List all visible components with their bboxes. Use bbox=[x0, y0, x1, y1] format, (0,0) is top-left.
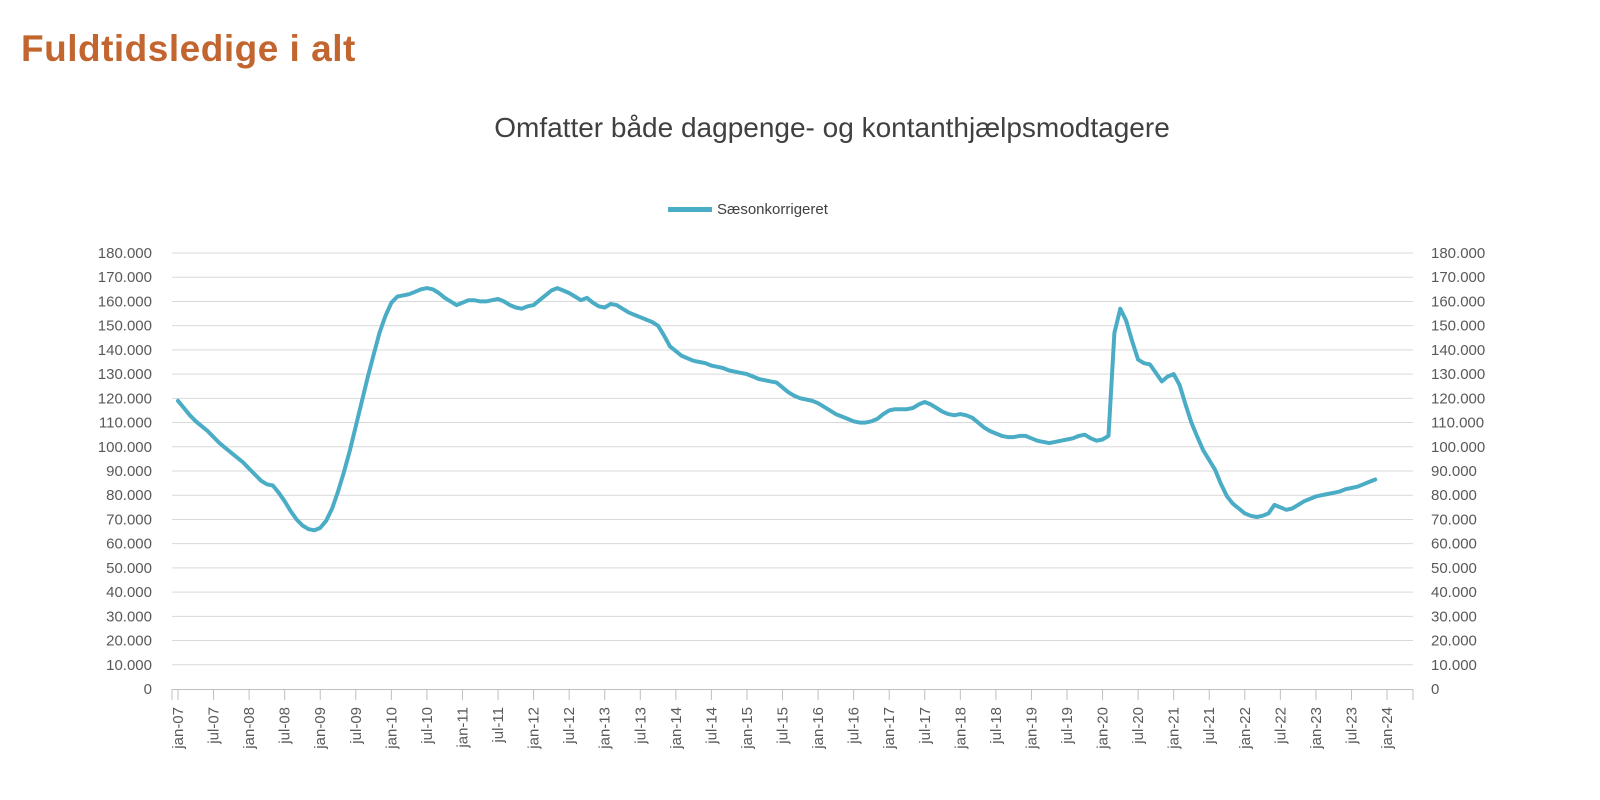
x-axis-label: jan-16 bbox=[810, 707, 827, 750]
x-axis-label: jul-14 bbox=[703, 707, 720, 745]
x-axis-label: jul-18 bbox=[988, 707, 1005, 745]
y-axis-label-left: 150.000 bbox=[98, 318, 152, 335]
y-axis-label-right: 40.000 bbox=[1431, 584, 1477, 601]
y-axis-label-left: 0 bbox=[144, 681, 152, 698]
y-axis-label-left: 120.000 bbox=[98, 390, 152, 407]
y-axis-label-left: 40.000 bbox=[106, 584, 152, 601]
x-axis-label: jan-18 bbox=[952, 707, 969, 750]
y-axis-label-left: 70.000 bbox=[106, 511, 152, 528]
x-axis-label: jul-08 bbox=[277, 707, 294, 745]
y-axis-label-left: 20.000 bbox=[106, 633, 152, 650]
x-axis-label: jul-20 bbox=[1130, 707, 1147, 745]
x-axis-label: jan-11 bbox=[454, 707, 471, 749]
y-axis-label-left: 130.000 bbox=[98, 366, 152, 383]
x-axis-label: jul-13 bbox=[632, 707, 649, 745]
x-axis-label: jul-11 bbox=[490, 707, 507, 744]
y-axis-label-right: 50.000 bbox=[1431, 560, 1477, 577]
x-axis-label: jan-08 bbox=[241, 707, 258, 750]
legend-line-swatch bbox=[668, 207, 712, 212]
y-axis-label-right: 10.000 bbox=[1431, 657, 1477, 674]
x-axis-label: jan-24 bbox=[1379, 707, 1396, 750]
x-axis-label: jan-14 bbox=[668, 707, 685, 750]
x-axis-label: jan-10 bbox=[383, 707, 400, 750]
x-axis-label: jul-07 bbox=[206, 707, 223, 745]
y-axis-label-left: 140.000 bbox=[98, 342, 152, 359]
y-axis-label-right: 90.000 bbox=[1431, 463, 1477, 480]
y-axis-label-right: 70.000 bbox=[1431, 511, 1477, 528]
legend-label: Sæsonkorrigeret bbox=[717, 201, 828, 218]
x-axis-label: jan-09 bbox=[312, 707, 329, 750]
y-axis-label-left: 60.000 bbox=[106, 536, 152, 553]
x-axis-label: jan-17 bbox=[881, 707, 898, 750]
x-axis-label: jul-17 bbox=[917, 707, 934, 745]
x-axis-label: jan-07 bbox=[170, 707, 187, 750]
x-axis-label: jan-23 bbox=[1308, 707, 1325, 750]
y-axis-label-right: 150.000 bbox=[1431, 318, 1485, 335]
y-axis-label-right: 140.000 bbox=[1431, 342, 1485, 359]
x-axis-label: jul-21 bbox=[1201, 707, 1218, 745]
y-axis-label-right: 100.000 bbox=[1431, 439, 1485, 456]
y-axis-label-right: 30.000 bbox=[1431, 608, 1477, 625]
x-axis-label: jul-23 bbox=[1343, 707, 1360, 745]
x-axis-label: jul-15 bbox=[775, 707, 792, 745]
y-axis-label-left: 170.000 bbox=[98, 269, 152, 286]
y-axis-label-right: 0 bbox=[1431, 681, 1439, 698]
y-axis-label-left: 10.000 bbox=[106, 657, 152, 674]
y-axis-label-left: 80.000 bbox=[106, 487, 152, 504]
x-axis-label: jan-19 bbox=[1023, 707, 1040, 750]
y-axis-label-right: 80.000 bbox=[1431, 487, 1477, 504]
x-axis-label: jul-16 bbox=[846, 707, 863, 745]
y-axis-label-right: 110.000 bbox=[1431, 415, 1484, 432]
y-axis-label-left: 100.000 bbox=[98, 439, 152, 456]
page-title: Fuldtidsledige i alt bbox=[21, 28, 356, 69]
y-axis-label-right: 60.000 bbox=[1431, 536, 1477, 553]
y-axis-label-left: 50.000 bbox=[106, 560, 152, 577]
chart-subtitle: Omfatter både dagpenge- og kontanthjælps… bbox=[494, 112, 1170, 143]
x-axis-label: jan-13 bbox=[597, 707, 614, 750]
x-axis-label: jan-21 bbox=[1166, 707, 1183, 750]
y-axis-label-right: 20.000 bbox=[1431, 633, 1477, 650]
y-axis-label-right: 180.000 bbox=[1431, 245, 1485, 262]
y-axis-label-left: 160.000 bbox=[98, 293, 152, 310]
y-axis-label-right: 170.000 bbox=[1431, 269, 1485, 286]
x-axis-label: jan-15 bbox=[739, 707, 756, 750]
y-axis-label-left: 180.000 bbox=[98, 245, 152, 262]
x-axis-label: jan-12 bbox=[526, 707, 543, 750]
x-axis-label: jul-09 bbox=[348, 707, 365, 745]
y-axis-label-right: 160.000 bbox=[1431, 293, 1485, 310]
y-axis-label-right: 120.000 bbox=[1431, 390, 1485, 407]
x-axis-label: jul-22 bbox=[1272, 707, 1289, 745]
legend: Sæsonkorrigeret bbox=[668, 201, 828, 218]
x-axis-label: jan-22 bbox=[1237, 707, 1254, 750]
x-axis-label: jul-19 bbox=[1059, 707, 1076, 745]
series-line-saesonkorrigeret bbox=[176, 286, 1378, 533]
y-axis-label-left: 110.000 bbox=[99, 415, 152, 432]
y-axis-label-left: 30.000 bbox=[106, 608, 152, 625]
x-axis-label: jul-10 bbox=[419, 707, 436, 745]
x-axis-label: jul-12 bbox=[561, 707, 578, 745]
x-axis-label: jan-20 bbox=[1095, 707, 1112, 750]
y-axis-label-right: 130.000 bbox=[1431, 366, 1485, 383]
y-axis-label-left: 90.000 bbox=[106, 463, 152, 480]
